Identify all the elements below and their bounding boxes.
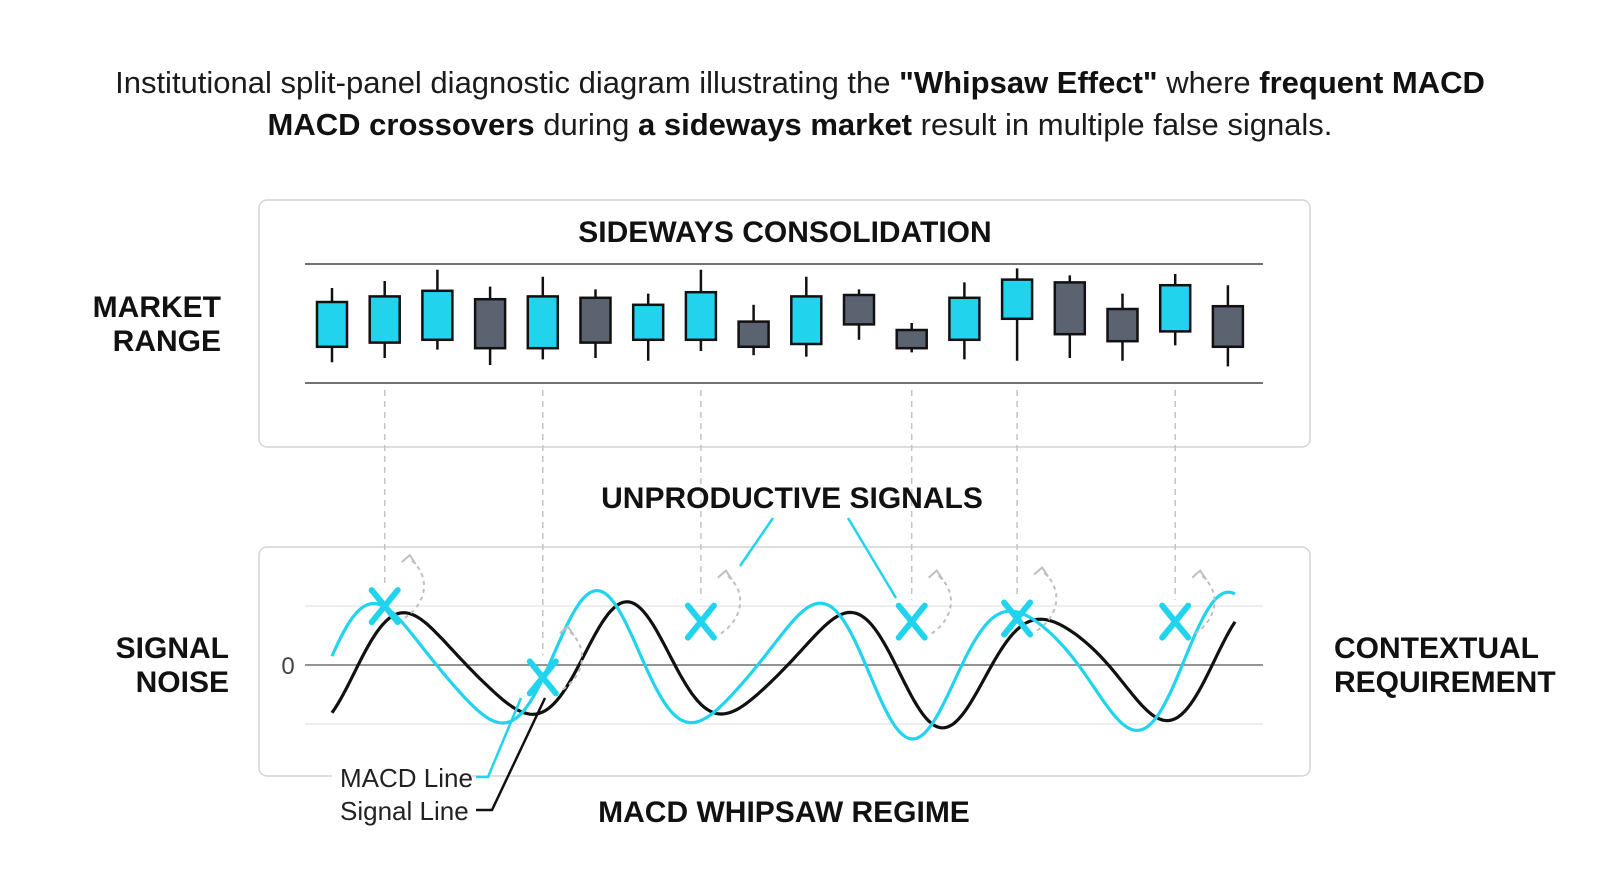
zero-axis-label: 0 (281, 653, 294, 680)
candle (1000, 268, 1034, 361)
reversal-arrowhead (559, 624, 575, 636)
candle (526, 276, 560, 360)
candle-body (842, 293, 876, 326)
reversal-arrowhead (928, 569, 944, 581)
candle-body (737, 320, 770, 349)
candle (737, 304, 770, 356)
candle (1158, 274, 1192, 346)
caption-line-1: Institutional split-panel diagnostic dia… (115, 65, 1485, 100)
bottom-panel (258, 546, 1311, 777)
candle (579, 289, 612, 358)
candle-body (1211, 304, 1245, 349)
x-stroke (1159, 602, 1192, 641)
reversal-arrowhead (717, 569, 733, 581)
reversal-arrowhead (1033, 565, 1049, 578)
crossover-guides (383, 390, 1176, 656)
x-stroke (526, 658, 559, 697)
candle-body (1000, 278, 1034, 321)
candle-body (1158, 283, 1192, 333)
crossover-x-marker (895, 569, 952, 641)
top-panel (258, 199, 1311, 448)
candle (631, 293, 665, 361)
signal-line (330, 600, 1237, 730)
crossover-x-marker (368, 553, 425, 626)
candle-body (579, 296, 612, 344)
top-panel-title: SIDEWAYS CONSOLIDATION (578, 216, 991, 249)
candle (1053, 275, 1087, 358)
candle-body (1106, 307, 1139, 343)
callout-line-left (738, 517, 775, 567)
candle (842, 289, 876, 340)
signal-noise-label-2: NOISE (136, 666, 229, 699)
candle-body (1053, 281, 1087, 336)
caption-line-2: MACD crossovers during a sideways market… (267, 107, 1333, 142)
reversal-arrowhead (1191, 569, 1208, 581)
candle (948, 282, 981, 360)
legend-macd-pointer (476, 697, 523, 779)
market-range-label-2: RANGE (113, 325, 221, 358)
legend-macd-label: MACD Line (340, 763, 473, 793)
candle (315, 288, 349, 363)
signal-noise-label-1: SIGNAL (116, 632, 229, 665)
candle-body (315, 300, 349, 349)
candle (790, 276, 823, 357)
macd-curves (330, 589, 1237, 741)
candle-body (790, 295, 823, 346)
crossover-x-marker (1159, 569, 1216, 641)
candle (473, 286, 507, 365)
candle-body (526, 295, 560, 350)
candle (1106, 293, 1139, 361)
bottom-panel-title: MACD WHIPSAW REGIME (598, 796, 970, 829)
candlestick-group (315, 268, 1245, 367)
crossover-x-marker (526, 624, 584, 697)
market-range-label-1: MARKET (93, 291, 221, 324)
candle-body (631, 303, 665, 342)
contextual-requirement-label-2: REQUIREMENT (1334, 666, 1556, 699)
x-stroke (684, 602, 717, 641)
candle-body (684, 290, 718, 342)
legend-backdrop (332, 758, 472, 828)
legend-signal-label: Signal Line (340, 796, 469, 826)
x-stroke (1001, 599, 1034, 638)
candle (368, 281, 401, 358)
candle (684, 269, 718, 351)
candle-body (368, 295, 401, 344)
diagram-caption: Institutional split-panel diagnostic dia… (0, 62, 1600, 146)
candle (1211, 285, 1245, 367)
candle-body (948, 296, 981, 342)
crossover-x-marker (1001, 565, 1058, 638)
candle (895, 323, 928, 353)
crossover-markers (368, 553, 1216, 697)
x-stroke (368, 587, 401, 626)
reversal-arrowhead (401, 553, 417, 565)
callout-line-right (846, 517, 898, 599)
candle (421, 269, 454, 350)
macd-line (330, 589, 1236, 741)
candle-body (473, 297, 507, 350)
legend-signal-pointer (476, 697, 547, 812)
candle-body (421, 289, 454, 342)
x-stroke (895, 602, 928, 641)
unproductive-signals-label: UNPRODUCTIVE SIGNALS (601, 482, 983, 515)
candle-body (895, 328, 928, 350)
contextual-requirement-label-1: CONTEXTUAL (1334, 632, 1539, 665)
crossover-x-marker (684, 569, 742, 641)
